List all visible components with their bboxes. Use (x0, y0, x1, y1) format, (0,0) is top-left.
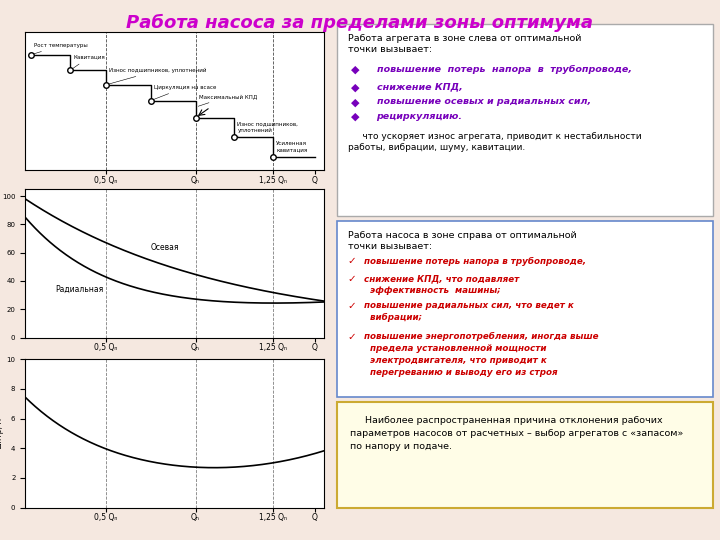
Text: Износ подшипников,
уплотнений: Износ подшипников, уплотнений (237, 122, 298, 137)
Text: Износ подшипников, уплотнений: Износ подшипников, уплотнений (109, 68, 207, 84)
Text: точки вызывает:: точки вызывает: (348, 242, 432, 251)
Text: Работа агрегата в зоне слева от оптимальной: Работа агрегата в зоне слева от оптималь… (348, 34, 581, 43)
Text: ◆: ◆ (351, 65, 360, 75)
Text: повышение радиальных сил, что ведет к
  вибрации;: повышение радиальных сил, что ведет к ви… (364, 301, 574, 322)
Text: снижение КПД, что подавляет
  эффективность  машины;: снижение КПД, что подавляет эффективност… (364, 274, 520, 295)
Text: ✓: ✓ (348, 274, 356, 285)
Text: Наиболее распространенная причина отклонения рабочих
параметров насосов от расче: Наиболее распространенная причина отклон… (350, 416, 683, 451)
Text: ◆: ◆ (351, 112, 360, 122)
Text: ◆: ◆ (351, 97, 360, 107)
Text: Работа насоса в зоне справа от оптимальной: Работа насоса в зоне справа от оптимальн… (348, 231, 577, 240)
Text: работы, вибрации, шуму, кавитации.: работы, вибрации, шуму, кавитации. (348, 143, 525, 152)
Text: Максимальный КПД: Максимальный КПД (198, 94, 257, 106)
Text: ✓: ✓ (348, 301, 356, 312)
Text: снижение КПД,: снижение КПД, (377, 83, 462, 92)
Text: Кавитация: Кавитация (72, 55, 104, 69)
Text: ◆: ◆ (351, 83, 360, 93)
Text: Циркуляция на всасе: Циркуляция на всасе (153, 85, 216, 99)
Text: Работа насоса за пределами зоны оптимума: Работа насоса за пределами зоны оптимума (127, 14, 593, 32)
Text: повышение  потерь  напора  в  трубопроводе,: повышение потерь напора в трубопроводе, (377, 65, 631, 74)
Text: повышение энергопотребления, иногда выше
  предела установленной мощности
  элек: повышение энергопотребления, иногда выше… (364, 332, 599, 376)
Text: ✓: ✓ (348, 332, 356, 342)
Text: Усиленная
кавитация: Усиленная кавитация (273, 141, 307, 157)
Text: что ускоряет износ агрегата, приводит к нестабильности: что ускоряет износ агрегата, приводит к … (348, 132, 642, 141)
Text: повышение потерь напора в трубопроводе,: повышение потерь напора в трубопроводе, (364, 256, 587, 266)
Y-axis label: Δhтр, м: Δhтр, м (0, 418, 4, 448)
Text: ✓: ✓ (348, 256, 356, 267)
Text: точки вызывает:: точки вызывает: (348, 45, 432, 54)
Text: Радиальная: Радиальная (55, 285, 104, 294)
Text: Рост температуры: Рост температуры (34, 43, 88, 54)
Text: рециркуляцию.: рециркуляцию. (377, 112, 462, 121)
Text: повышение осевых и радиальных сил,: повышение осевых и радиальных сил, (377, 97, 590, 106)
Text: Осевая: Осевая (150, 243, 179, 252)
